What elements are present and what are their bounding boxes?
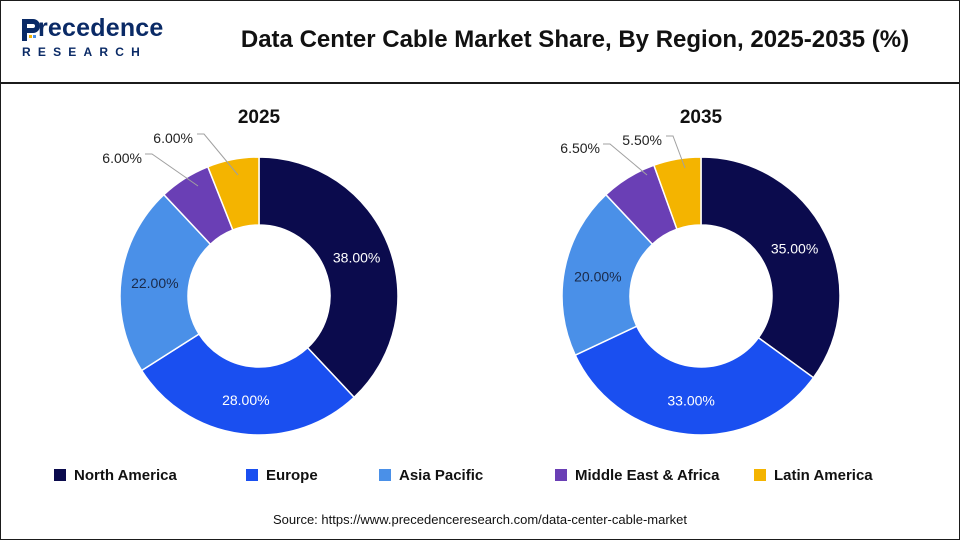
data-label: 38.00%	[333, 249, 380, 265]
source-note: Source: https://www.precedenceresearch.c…	[272, 512, 688, 527]
data-label: 6.00%	[153, 130, 193, 146]
donut-chart-2035: 2035 35.00% 33.00% 20.00% 6.50% 5.50%	[560, 107, 841, 436]
legend-label: Asia Pacific	[399, 466, 484, 484]
data-label: 20.00%	[574, 268, 621, 284]
legend-swatch	[379, 469, 391, 481]
leader-line	[603, 143, 648, 176]
leader-line	[666, 135, 686, 169]
data-label: 35.00%	[771, 240, 818, 256]
donut-chart-2025: 2025 38.00% 28.00% 22.00% 6.00% 6.00%	[102, 107, 399, 436]
slice-north-america	[700, 156, 841, 379]
legend-item-europe: Europe	[246, 466, 318, 484]
legend-item-asia-pacific: Asia Pacific	[379, 466, 483, 484]
slice-latin-america	[652, 156, 702, 231]
slice-europe	[574, 325, 815, 436]
brand-logo: recedence RESEARCH	[20, 14, 170, 66]
slice-asia-pacific	[561, 193, 654, 357]
leader-line	[197, 133, 239, 176]
donut-title: 2035	[680, 107, 723, 128]
legend-swatch	[754, 469, 766, 481]
chart-title: Data Center Cable Market Share, By Regio…	[240, 26, 910, 53]
legend-label: Middle East & Africa	[575, 466, 720, 484]
leader-line	[145, 153, 199, 187]
data-label: 22.00%	[131, 275, 178, 291]
legend-label: Latin America	[774, 466, 873, 484]
header: recedence RESEARCH Data Center Cable Mar…	[0, 0, 960, 84]
logo-p-icon	[22, 19, 40, 41]
brand-sub: RESEARCH	[22, 45, 147, 59]
slice-north-america	[258, 156, 399, 399]
charts-svg: 2025 38.00% 28.00% 22.00% 6.00% 6.00% 2035 35.…	[102, 107, 841, 436]
data-label: 6.50%	[560, 140, 600, 156]
slice-asia-pacific	[119, 193, 212, 372]
legend-item-latin-america: Latin America	[754, 466, 873, 484]
legend-swatch	[555, 469, 567, 481]
data-label: 33.00%	[667, 393, 714, 409]
legend-item-middle-east-africa: Middle East & Africa	[555, 466, 719, 484]
donut-title: 2025	[238, 107, 281, 128]
legend-swatch	[246, 469, 258, 481]
data-label: 6.00%	[102, 150, 142, 166]
data-label: 28.00%	[222, 392, 269, 408]
slice-latin-america	[206, 156, 260, 231]
data-label: 5.50%	[622, 132, 662, 148]
legend-label: Europe	[266, 466, 318, 484]
legend-label: North America	[74, 466, 177, 484]
legend-swatch	[54, 469, 66, 481]
brand-name: recedence	[38, 14, 164, 42]
legend-item-north-america: North America	[54, 466, 177, 484]
slice-europe	[140, 333, 356, 436]
legend: North America Europe Asia Pacific Middle…	[0, 466, 960, 486]
